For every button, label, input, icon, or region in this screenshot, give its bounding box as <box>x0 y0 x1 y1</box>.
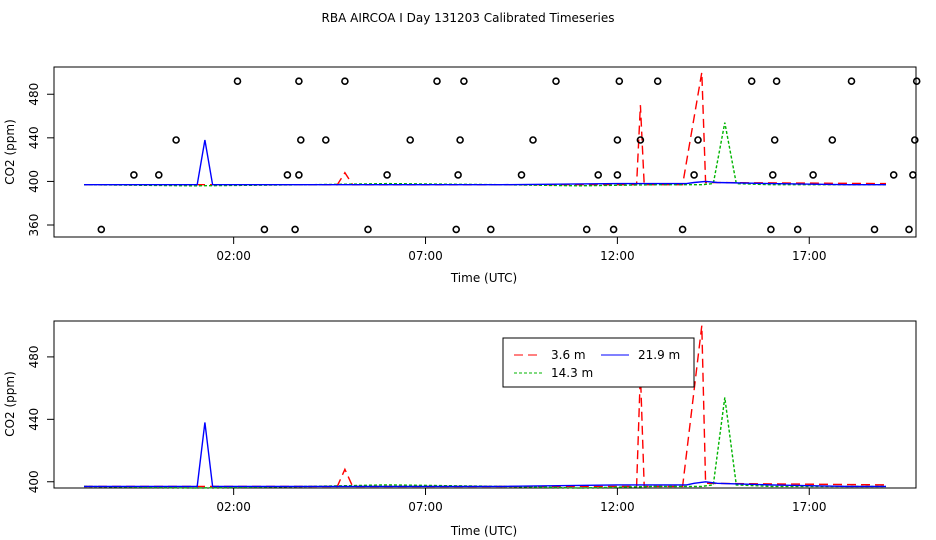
top-series-3-6-m <box>84 72 887 186</box>
top-x-tick-label: 07:00 <box>408 249 443 263</box>
bottom-series-lines <box>83 325 887 489</box>
circle-marker <box>582 225 591 234</box>
bottom-x-axis: 02:00 07:00 12:00 17:00 <box>216 488 827 514</box>
circle-marker <box>260 225 269 234</box>
circle-marker <box>433 77 441 85</box>
top-x-tick-label: 17:00 <box>792 249 827 263</box>
bottom-series-14-3-m <box>83 397 886 489</box>
circle-marker <box>552 77 560 85</box>
circle-marker <box>486 225 495 234</box>
bot-y-tick-label: 400 <box>27 470 41 493</box>
circle-marker <box>694 136 702 144</box>
bottom-panel: 02:00 07:00 12:00 17:00 400 440 480 Time (UTC… <box>3 320 917 538</box>
circle-marker <box>889 171 898 179</box>
circle-marker <box>770 136 779 144</box>
circle-marker <box>793 225 802 234</box>
circle-marker <box>295 171 303 179</box>
circle-marker <box>454 171 462 179</box>
circle-marker <box>172 136 180 144</box>
bottom-series-3-6-m <box>84 325 887 488</box>
circle-marker <box>905 225 913 234</box>
circle-marker <box>383 171 391 179</box>
figure-title: RBA AIRCOA I Day 131203 Calibrated Times… <box>322 11 615 25</box>
circle-marker <box>283 171 292 179</box>
legend-label-3-6m: 3.6 m <box>551 348 586 362</box>
circle-marker <box>296 136 305 144</box>
bot-x-tick-label: 07:00 <box>408 500 443 514</box>
circle-marker <box>690 171 698 179</box>
legend-box <box>502 337 695 388</box>
circle-marker <box>768 171 777 179</box>
bottom-x-axis-title: Time (UTC) <box>450 524 517 538</box>
circle-marker <box>460 77 468 85</box>
circle-marker <box>909 171 917 179</box>
legend: 3.6 m 21.9 m 14.3 m <box>502 337 695 388</box>
circle-marker <box>609 225 618 234</box>
circle-marker <box>847 77 856 85</box>
top-series-lines <box>83 72 887 187</box>
circle-marker <box>155 171 163 179</box>
top-y-tick-label: 440 <box>27 126 41 149</box>
bottom-plot-frame <box>53 320 917 489</box>
circle-marker <box>613 136 622 144</box>
circle-marker <box>809 171 817 179</box>
circle-marker <box>130 171 138 179</box>
bottom-y-axis-title: CO2 (ppm) <box>3 371 17 437</box>
bot-x-tick-label: 12:00 <box>600 500 635 514</box>
circle-marker <box>295 77 303 85</box>
circle-marker <box>767 225 775 234</box>
circle-marker <box>364 225 372 234</box>
circle-marker <box>452 225 461 234</box>
circle-marker <box>747 77 756 85</box>
circle-marker <box>341 77 349 85</box>
top-y-axis: 360 400 440 480 <box>27 83 54 237</box>
circle-marker <box>653 77 662 85</box>
bot-y-tick-label: 480 <box>27 345 41 368</box>
bot-x-tick-label: 17:00 <box>792 500 827 514</box>
top-x-axis-title: Time (UTC) <box>450 271 517 285</box>
circle-marker <box>636 136 645 144</box>
top-y-tick-label: 400 <box>27 170 41 193</box>
circle-marker <box>321 136 330 144</box>
circle-marker <box>678 225 687 234</box>
circle-marker <box>291 225 299 234</box>
circle-marker <box>456 136 464 144</box>
circle-marker <box>517 171 526 179</box>
circle-marker <box>406 136 415 144</box>
circle-marker <box>772 77 781 85</box>
circle-marker <box>529 136 537 144</box>
circle-marker <box>233 77 242 85</box>
circle-marker <box>870 225 879 234</box>
top-y-tick-label: 360 <box>27 214 41 237</box>
circle-marker <box>912 77 921 85</box>
top-y-tick-label: 480 <box>27 83 41 106</box>
legend-label-21-9m: 21.9 m <box>638 348 680 362</box>
top-y-axis-title: CO2 (ppm) <box>3 119 17 185</box>
bottom-series-21-9-m <box>84 422 886 488</box>
circle-marker <box>97 225 106 234</box>
legend-label-14-3m: 14.3 m <box>551 366 593 380</box>
bot-y-tick-label: 440 <box>27 408 41 431</box>
circle-marker <box>828 136 837 144</box>
top-x-axis: 02:00 07:00 12:00 17:00 <box>216 237 827 263</box>
top-series-14-3-m <box>83 122 886 187</box>
bot-x-tick-label: 02:00 <box>216 500 251 514</box>
circle-marker <box>910 136 919 144</box>
top-circle-markers <box>97 77 921 234</box>
circle-marker <box>613 171 622 179</box>
circle-marker <box>594 171 603 179</box>
top-x-tick-label: 02:00 <box>216 249 251 263</box>
top-series-21-9-m <box>84 139 886 186</box>
circle-marker <box>615 77 624 85</box>
top-panel: 02:00 07:00 12:00 17:00 360 400 440 480 Time (… <box>3 66 921 285</box>
bottom-y-axis: 400 440 480 <box>27 345 54 493</box>
top-x-tick-label: 12:00 <box>600 249 635 263</box>
top-plot-frame <box>53 66 917 238</box>
